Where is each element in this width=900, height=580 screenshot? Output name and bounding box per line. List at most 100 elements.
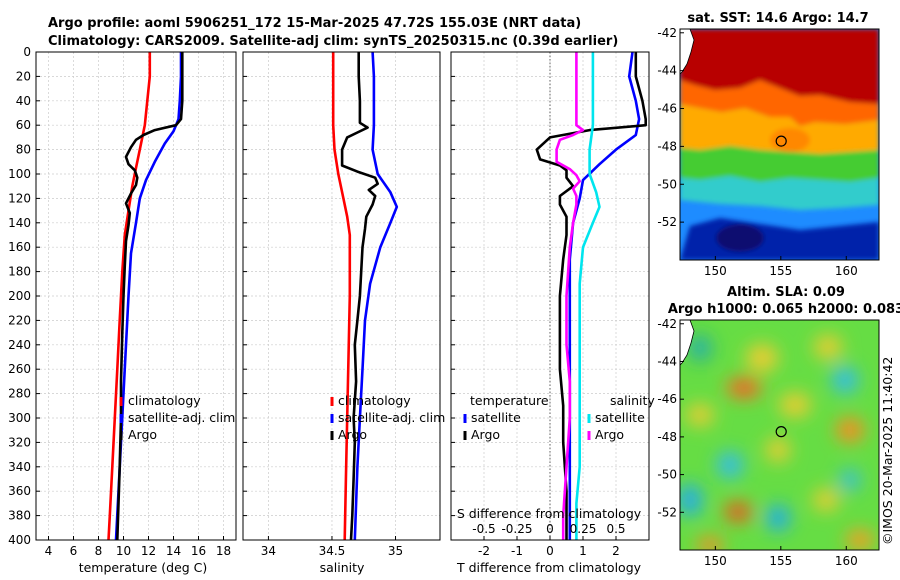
- map-y-tick-label: -52: [657, 215, 677, 229]
- y-tick-label: 240: [8, 338, 31, 352]
- map-y-tick-label: -46: [657, 392, 677, 406]
- s-difference-label: S difference from climatology: [457, 506, 642, 521]
- map-x-tick-label: 155: [769, 264, 792, 278]
- x-tick-label: 35: [388, 544, 403, 558]
- y-tick-label: 180: [8, 265, 31, 279]
- sst-cyan-band: [680, 176, 879, 210]
- legend-label-climatology: climatology: [338, 393, 411, 408]
- sst-map: [680, 29, 879, 260]
- y-tick-label: 300: [8, 411, 31, 425]
- temperature-profile-panel: 4 6 8 10 12 14 16 18020406080100120140160180200…: [8, 45, 237, 558]
- s-diff-tick-label: 0.25: [570, 522, 597, 536]
- y-tick-label: 320: [8, 435, 31, 449]
- temperature-legend: climatology satellite-adj. clim Argo: [119, 393, 235, 442]
- difference-legend: temperature satellite Argo salinity sate…: [463, 393, 655, 442]
- map-x-tick-label: 150: [704, 264, 727, 278]
- sla-map-frame: [679, 319, 880, 551]
- legend-label-satellite-t: satellite: [471, 410, 521, 425]
- legend-header-temperature: temperature: [470, 393, 549, 408]
- map-y-tick-label: -46: [657, 102, 677, 116]
- sst-axis-ticks: 150 155 160 -42 -44 -46 -48 -50 -52: [657, 26, 857, 278]
- map-y-tick-label: -42: [657, 26, 677, 40]
- series-line-argo-s: [555, 52, 585, 540]
- sla-blobs: [680, 334, 874, 550]
- sst-yellow-band: [680, 104, 879, 154]
- map-x-tick-label: 155: [769, 554, 792, 568]
- x-tick-label: -2: [478, 544, 490, 558]
- y-tick-label: 340: [8, 460, 31, 474]
- y-tick-label: 0: [23, 45, 31, 59]
- map-y-tick-label: -50: [657, 468, 677, 482]
- y-tick-label: 140: [8, 216, 31, 230]
- sst-green-band: [680, 146, 879, 182]
- legend-label-argo-t: Argo: [471, 427, 500, 442]
- y-tick-label: 120: [8, 191, 31, 205]
- series-line-satellite-s: [575, 52, 601, 540]
- series-line-climatology: [107, 52, 152, 541]
- x-tick-label: 34.5: [319, 544, 346, 558]
- y-tick-label: 20: [16, 69, 31, 83]
- watermark: ©IMOS 20-Mar-2025 11:40:42: [880, 357, 895, 545]
- y-tick-label: 200: [8, 289, 31, 303]
- y-tick-label: 260: [8, 362, 31, 376]
- map-x-tick-label: 160: [835, 554, 858, 568]
- legend-label-argo: Argo: [128, 427, 157, 442]
- sst-map-title: sat. SST: 14.6 Argo: 14.7: [687, 11, 868, 26]
- sla-map-title-line2: Argo h1000: 0.065 h2000: 0.083: [668, 302, 900, 317]
- x-tick-label: 16: [191, 544, 206, 558]
- legend-header-salinity: salinity: [610, 393, 655, 408]
- series-line-argo-t: [535, 52, 648, 540]
- x-tick-label: 14: [166, 544, 181, 558]
- map-x-tick-label: 160: [835, 264, 858, 278]
- legend-label-satellite-adj: satellite-adj. clim: [338, 410, 445, 425]
- header-title-line1: Argo profile: aoml 5906251_172 15-Mar-20…: [48, 16, 581, 31]
- series-line-climatology: [331, 52, 352, 541]
- x-tick-label: 8: [95, 544, 103, 558]
- x-tick-label: -1: [511, 544, 523, 558]
- map-y-tick-label: -48: [657, 139, 677, 153]
- s-diff-tick-label: -0.25: [501, 522, 532, 536]
- legend-label-climatology: climatology: [128, 393, 201, 408]
- y-tick-label: 400: [8, 533, 31, 547]
- difference-xlabel: T difference from climatology: [456, 560, 642, 575]
- series-line-argo: [116, 52, 184, 541]
- s-diff-tick-label: -0.5: [472, 522, 495, 536]
- sla-map: [680, 320, 879, 550]
- series-line-argo: [340, 52, 380, 541]
- temperature-xlabel: temperature (deg C): [79, 560, 208, 575]
- map-y-tick-label: -48: [657, 430, 677, 444]
- legend-label-satellite-s: satellite: [595, 410, 645, 425]
- x-tick-label: 4: [45, 544, 53, 558]
- y-tick-label: 280: [8, 387, 31, 401]
- y-tick-label: 80: [16, 143, 31, 157]
- s-diff-tick-label: 0: [546, 522, 554, 536]
- sst-cold-core: [716, 224, 764, 252]
- x-tick-label: 6: [70, 544, 78, 558]
- y-tick-label: 220: [8, 313, 31, 327]
- s-diff-tick-label: 0.5: [606, 522, 625, 536]
- y-tick-label: 360: [8, 484, 31, 498]
- map-y-tick-label: -52: [657, 505, 677, 519]
- salinity-legend: climatology satellite-adj. clim Argo: [330, 393, 445, 442]
- y-tick-label: 100: [8, 167, 31, 181]
- difference-profile-panel: -2 -1 0 1 2 -0.5 -0.25 0 0.25 0.5: [450, 51, 650, 558]
- sla-map-title-line1: Altim. SLA: 0.09: [727, 285, 845, 300]
- legend-label-satellite-adj: satellite-adj. clim: [128, 410, 235, 425]
- legend-label-argo: Argo: [338, 427, 367, 442]
- map-y-tick-label: -44: [657, 64, 677, 78]
- y-tick-label: 160: [8, 240, 31, 254]
- legend-label-argo-s: Argo: [595, 427, 624, 442]
- x-tick-label: 12: [141, 544, 156, 558]
- sst-orange-band: [680, 80, 879, 126]
- x-tick-label: 10: [116, 544, 131, 558]
- sst-warm-region: [680, 29, 879, 104]
- sla-axis-ticks: 150 155 160 -42 -44 -46 -48 -50 -52: [657, 317, 857, 568]
- sst-map-frame: [679, 28, 880, 261]
- x-tick-label: 2: [612, 544, 620, 558]
- x-tick-label: 1: [579, 544, 587, 558]
- y-tick-label: 40: [16, 94, 31, 108]
- map-y-tick-label: -50: [657, 177, 677, 191]
- sst-float-marker: [775, 135, 787, 147]
- map-y-tick-label: -44: [657, 354, 677, 368]
